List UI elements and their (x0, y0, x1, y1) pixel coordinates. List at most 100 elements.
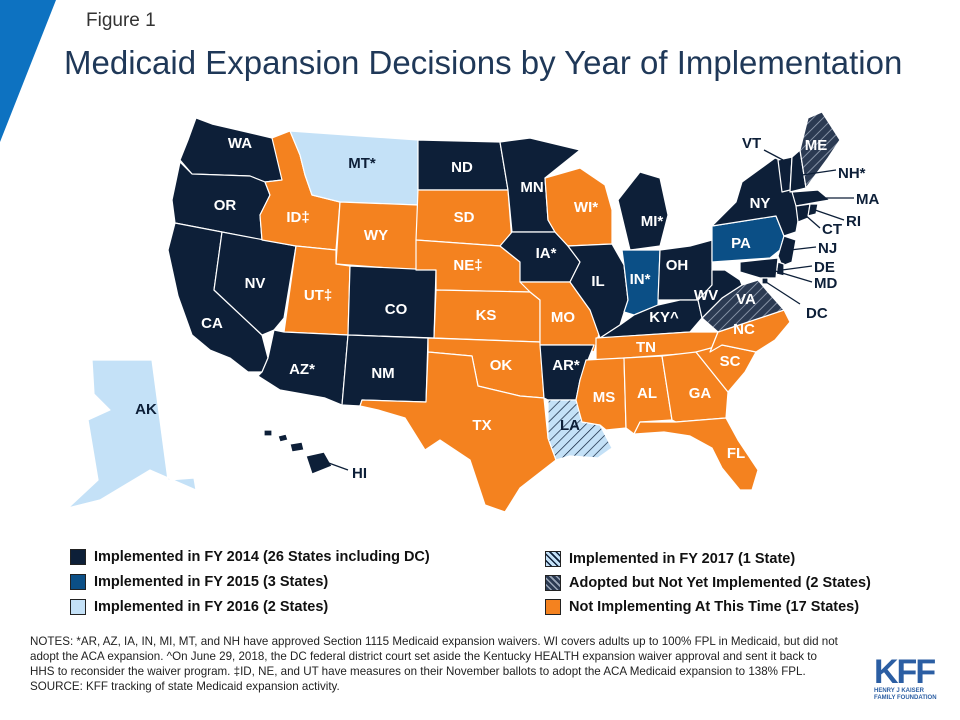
label-al: AL (637, 385, 657, 402)
leader-nj (789, 246, 817, 251)
label-de: DE (814, 259, 835, 276)
figure-label: Figure 1 (86, 10, 156, 31)
label-co: CO (385, 301, 408, 318)
label-il: IL (591, 273, 604, 290)
leader-md (771, 269, 813, 283)
state-me[interactable] (799, 111, 841, 189)
source-text: SOURCE: KFF tracking of state Medicaid e… (30, 680, 340, 693)
state-ri[interactable] (807, 203, 819, 217)
label-mn: MN (520, 179, 543, 196)
label-ak: AK (135, 401, 157, 418)
label-me: ME (805, 137, 828, 154)
page-title: Medicaid Expansion Decisions by Year of … (64, 44, 903, 81)
legend-label-fy2016: Implemented in FY 2016 (2 States) (94, 599, 329, 615)
label-mo: MO (551, 309, 575, 326)
state-md[interactable] (739, 257, 779, 279)
state-mi[interactable] (617, 171, 669, 251)
logo-mark: KFF (874, 653, 936, 691)
label-ca: CA (201, 315, 223, 332)
label-wa: WA (228, 135, 252, 152)
label-pa: PA (731, 235, 751, 252)
label-fl: FL (727, 445, 745, 462)
label-nv: NV (245, 275, 266, 292)
logo-subtitle: HENRY J KAISER FAMILY FOUNDATION (874, 688, 946, 702)
label-sc: SC (720, 353, 741, 370)
label-la: LA (560, 417, 580, 434)
legend-item-not-implementing: Not Implementing At This Time (17 States… (545, 599, 859, 615)
leader-nh (801, 169, 837, 176)
state-tx[interactable] (359, 351, 557, 513)
label-ny: NY (750, 195, 771, 212)
logo-line-1: HENRY J KAISER (874, 688, 925, 694)
legend-swatch-fy2015 (70, 574, 86, 590)
legend-label-not-implementing: Not Implementing At This Time (17 States… (569, 599, 860, 615)
label-mi: MI* (641, 213, 664, 230)
label-ut: UT‡ (304, 287, 332, 304)
leader-ct (803, 213, 821, 229)
label-nc: NC (733, 321, 755, 338)
label-id: ID‡ (286, 209, 309, 226)
leader-vt (763, 149, 784, 161)
kff-logo: KFF HENRY J KAISER FAMILY FOUNDATION (874, 653, 946, 702)
label-tn: TN (636, 339, 656, 356)
label-md: MD (814, 275, 837, 292)
label-ar: AR* (552, 357, 580, 374)
label-ia: IA* (536, 245, 557, 262)
corner-accent (0, 0, 56, 142)
label-oh: OH (666, 257, 689, 274)
label-mt: MT* (348, 155, 376, 172)
state-nj[interactable] (777, 235, 797, 267)
label-ma: MA (856, 191, 879, 208)
label-wy: WY (364, 227, 388, 244)
label-ky: KY^ (649, 309, 679, 326)
label-nd: ND (451, 159, 473, 176)
legend-swatch-fy2017 (545, 551, 561, 567)
state-ma[interactable] (791, 189, 831, 207)
label-az: AZ* (289, 361, 315, 378)
us-map: WA OR CA NV ID‡ MT* WY UT‡ AZ* CO NM ND … (67, 111, 879, 513)
label-nh: NH* (838, 165, 866, 182)
label-ri: RI (846, 213, 861, 230)
legend-swatch-fy2016 (70, 599, 86, 615)
legend-label-adopted: Adopted but Not Yet Implemented (2 State… (569, 575, 871, 591)
legend-swatch-fy2014 (70, 549, 86, 565)
footnotes: NOTES: *AR, AZ, IA, IN, MI, MT, and NH h… (30, 634, 840, 694)
label-hi: HI (352, 465, 367, 482)
leader-dc (765, 281, 801, 305)
legend-label-fy2014: Implemented in FY 2014 (26 States includ… (94, 549, 430, 565)
label-wi: WI* (574, 199, 598, 216)
label-va: VA (736, 291, 756, 308)
label-sd: SD (454, 209, 475, 226)
label-ok: OK (490, 357, 513, 374)
legend-item-fy2016: Implemented in FY 2016 (2 States) (70, 599, 328, 615)
state-fl[interactable] (633, 417, 759, 491)
label-ct: CT (822, 221, 842, 238)
label-wv: WV (694, 287, 718, 304)
legend-item-fy2017: Implemented in FY 2017 (1 State) (545, 551, 795, 567)
notes-text: NOTES: *AR, AZ, IA, IN, MI, MT, and NH h… (30, 635, 838, 678)
legend-item-fy2014: Implemented in FY 2014 (26 States includ… (70, 549, 430, 565)
label-ne: NE‡ (453, 257, 482, 274)
corner-accent-shape (0, 0, 56, 142)
label-in: IN* (630, 271, 651, 288)
label-vt: VT (742, 135, 761, 152)
leader-ri (814, 209, 845, 221)
label-tx: TX (472, 417, 491, 434)
legend-label-fy2017: Implemented in FY 2017 (1 State) (569, 551, 796, 567)
state-wv[interactable] (697, 269, 743, 319)
logo-line-2: FAMILY FOUNDATION (874, 695, 937, 701)
label-or: OR (214, 197, 237, 214)
legend-item-fy2015: Implemented in FY 2015 (3 States) (70, 574, 328, 590)
leader-de (781, 265, 813, 271)
state-ak[interactable] (67, 359, 197, 509)
legend-label-fy2015: Implemented in FY 2015 (3 States) (94, 574, 329, 590)
legend-swatch-not-implementing (545, 599, 561, 615)
label-ms: MS (593, 389, 616, 406)
leader-hi (325, 461, 349, 471)
label-nj: NJ (818, 240, 837, 257)
label-dc: DC (806, 305, 828, 322)
legend-item-adopted: Adopted but Not Yet Implemented (2 State… (545, 575, 871, 591)
state-hi[interactable] (263, 429, 333, 475)
label-ks: KS (476, 307, 497, 324)
label-ga: GA (689, 385, 712, 402)
